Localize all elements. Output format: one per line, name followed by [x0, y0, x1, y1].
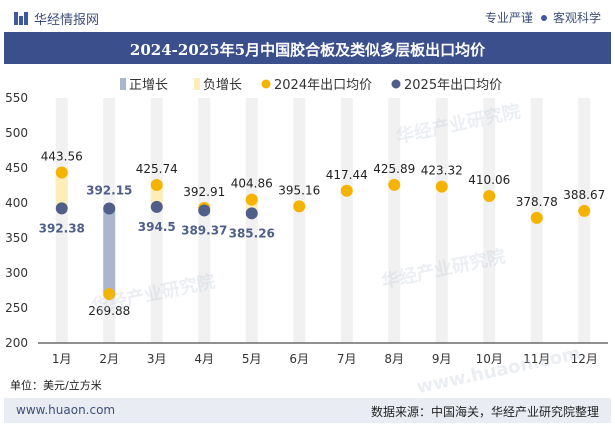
- top-bar: 华经情报网 专业严谨 客观科学: [0, 0, 615, 34]
- point-2024: [55, 166, 68, 179]
- chart: 正增长 负增长 2024年出口均价 2025年出口均价 200 250 300 350 400 4…: [5, 78, 608, 366]
- data-label-2024: 269.88: [88, 304, 130, 318]
- category-track: [435, 98, 448, 343]
- legend-label: 2025年出口均价: [404, 78, 502, 93]
- unit-label: 单位：美元/立方米: [10, 379, 102, 392]
- footer: www.huaon.com 数据来源：中国海关，华经产业研究院整理: [4, 398, 611, 423]
- legend-label: 负增长: [203, 78, 242, 93]
- tagline-right: 客观科学: [552, 11, 601, 25]
- category-track: [340, 98, 353, 343]
- x-tick-label: 7月: [337, 352, 357, 366]
- point-2025: [55, 202, 68, 215]
- data-label-2025: 389.37: [181, 223, 227, 237]
- x-tick-label: 9月: [432, 352, 452, 366]
- data-label-2024: 378.78: [516, 195, 558, 209]
- brand: 华经情报网: [14, 9, 99, 28]
- data-label-2024: 417.44: [326, 168, 368, 182]
- y-tick-label: 450: [5, 161, 28, 175]
- data-label-2025: 392.38: [39, 221, 85, 235]
- point-2025: [103, 202, 116, 215]
- legend-label: 正增长: [129, 78, 168, 93]
- legend-swatch-increase: [120, 78, 126, 90]
- increase-bar: [103, 208, 116, 295]
- data-label-2024: 388.67: [563, 188, 605, 202]
- tagline: 专业严谨 客观科学: [485, 9, 601, 26]
- y-tick-label: 300: [5, 266, 28, 280]
- point-2024: [103, 288, 116, 301]
- legend-marker-2024: [261, 79, 271, 89]
- y-tick-label: 550: [5, 91, 28, 105]
- y-tick-label: 400: [5, 196, 28, 210]
- data-label-2024: 423.32: [421, 164, 463, 178]
- category-track: [578, 98, 591, 343]
- category-track: [388, 98, 401, 343]
- x-tick-label: 3月: [147, 352, 167, 366]
- x-tick-label: 2月: [99, 352, 119, 366]
- decrease-bar: [55, 172, 68, 209]
- bullet-icon: [540, 15, 547, 21]
- x-tick-label: 8月: [384, 352, 404, 366]
- category-track: [150, 98, 163, 343]
- y-tick-label: 250: [5, 301, 28, 315]
- data-label-2024: 425.74: [136, 162, 178, 176]
- x-tick-label: 5月: [242, 352, 262, 366]
- decrease-bar: [150, 184, 163, 207]
- x-tick-label: 4月: [194, 352, 214, 366]
- data-label-2024: 404.86: [231, 177, 273, 191]
- data-label-2024: 443.56: [41, 150, 83, 164]
- brand-logo-icon: [14, 12, 28, 25]
- point-2024: [388, 178, 401, 191]
- category-track: [198, 98, 211, 343]
- x-tick-label: 11月: [523, 352, 550, 366]
- tagline-left: 专业严谨: [484, 11, 533, 25]
- data-label-2025: 385.26: [229, 226, 275, 240]
- data-label-2025: 394.5: [138, 220, 176, 234]
- data-label-2024: 395.16: [278, 183, 320, 197]
- brand-name: 华经情报网: [34, 13, 100, 28]
- category-track: [55, 98, 68, 343]
- data-label-2024: 425.89: [373, 162, 415, 176]
- source-note: 数据来源：中国海关，华经产业研究院整理: [370, 405, 599, 419]
- category-track: [245, 98, 258, 343]
- x-tick-label: 12月: [571, 352, 598, 366]
- chart-title: 2024-2025年5月中国胶合板及类似多层板出口均价: [129, 41, 486, 59]
- category-track: [483, 98, 496, 343]
- point-2024: [578, 204, 591, 217]
- website-link[interactable]: www.huaon.com: [16, 403, 116, 417]
- point-2024: [435, 180, 448, 193]
- point-2024: [340, 184, 353, 197]
- point-2024: [150, 178, 163, 191]
- x-tick-label: 10月: [476, 352, 503, 366]
- point-2024: [293, 200, 306, 213]
- category-track: [293, 98, 306, 343]
- point-2024: [245, 193, 258, 206]
- point-2025: [150, 200, 163, 213]
- y-tick-label: 350: [5, 231, 28, 245]
- point-2024: [530, 211, 543, 224]
- y-tick-label: 500: [5, 126, 28, 140]
- point-2025: [198, 204, 211, 217]
- point-2024: [483, 189, 496, 202]
- x-tick-label: 1月: [52, 352, 72, 366]
- data-label-2024: 392.91: [183, 185, 225, 199]
- point-2025: [245, 207, 258, 220]
- x-tick-label: 6月: [289, 352, 309, 366]
- title-bar: 2024-2025年5月中国胶合板及类似多层板出口均价: [4, 32, 611, 64]
- legend-swatch-decrease: [194, 78, 200, 90]
- y-tick-label: 200: [5, 336, 28, 350]
- legend-label: 2024年出口均价: [274, 78, 372, 93]
- data-label-2024: 410.06: [468, 173, 510, 187]
- legend-marker-2025: [391, 79, 401, 89]
- data-label-2025: 392.15: [86, 183, 132, 197]
